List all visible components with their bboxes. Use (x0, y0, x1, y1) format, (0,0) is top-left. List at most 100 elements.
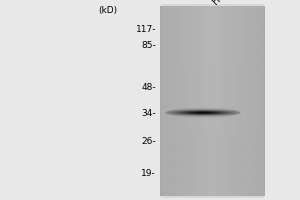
Bar (160, 104, 264, 107)
Bar (262, 6, 264, 196)
Bar (256, 6, 257, 196)
Bar (160, 30, 264, 33)
Bar (232, 6, 234, 196)
Bar (200, 6, 202, 196)
Text: 85-: 85- (141, 40, 156, 49)
Text: HuvEc: HuvEc (210, 0, 239, 6)
Bar (220, 6, 222, 196)
Bar (160, 20, 264, 24)
Bar (258, 6, 260, 196)
Bar (253, 6, 255, 196)
Bar (206, 6, 208, 196)
Bar (160, 107, 264, 111)
Bar (193, 6, 194, 196)
Bar (260, 6, 261, 196)
Bar (237, 6, 239, 196)
Bar (227, 6, 229, 196)
Bar (214, 6, 215, 196)
Bar (191, 6, 193, 196)
Text: 34-: 34- (141, 108, 156, 117)
Bar (160, 75, 264, 78)
Bar (167, 6, 168, 196)
Bar (204, 6, 206, 196)
Bar (216, 6, 218, 196)
Text: 117-: 117- (136, 24, 156, 33)
Bar (223, 6, 225, 196)
Bar (207, 6, 209, 196)
Bar (242, 6, 244, 196)
Bar (160, 191, 264, 194)
Bar (160, 149, 264, 152)
Bar (229, 6, 231, 196)
Bar (160, 7, 264, 11)
Bar (190, 6, 192, 196)
Bar (165, 6, 167, 196)
Bar (241, 6, 243, 196)
Bar (263, 6, 265, 196)
Bar (163, 6, 164, 196)
Bar (160, 133, 264, 136)
Bar (221, 6, 223, 196)
Bar (160, 117, 264, 120)
Bar (248, 6, 250, 196)
Bar (219, 6, 221, 196)
Bar (238, 6, 240, 196)
Bar (161, 6, 163, 196)
Bar (160, 101, 264, 104)
Bar (160, 68, 264, 72)
Bar (160, 162, 264, 165)
Bar (176, 6, 178, 196)
Bar (160, 14, 264, 17)
Bar (246, 6, 248, 196)
Bar (173, 6, 175, 196)
Text: (kD): (kD) (98, 6, 118, 15)
Bar (244, 6, 246, 196)
Bar (160, 142, 264, 146)
Bar (160, 146, 264, 149)
Bar (164, 6, 166, 196)
Bar (160, 27, 264, 30)
Bar (252, 6, 254, 196)
Bar (160, 120, 264, 124)
Bar (254, 6, 256, 196)
Bar (160, 49, 264, 53)
Bar (170, 6, 172, 196)
Bar (250, 6, 252, 196)
Bar (160, 59, 264, 62)
Bar (240, 6, 242, 196)
Bar (160, 152, 264, 156)
Bar (160, 181, 264, 185)
Bar (228, 6, 230, 196)
Bar (160, 184, 264, 188)
Bar (194, 6, 196, 196)
Bar (181, 6, 183, 196)
Bar (160, 159, 264, 162)
Bar (160, 33, 264, 37)
Bar (179, 6, 182, 196)
Bar (160, 194, 264, 198)
Bar (249, 6, 251, 196)
Bar (160, 78, 264, 82)
Bar (261, 6, 262, 196)
Bar (186, 6, 188, 196)
Bar (160, 10, 264, 14)
Bar (208, 6, 210, 196)
Bar (160, 126, 264, 130)
Bar (183, 6, 185, 196)
Text: 48-: 48- (141, 83, 156, 92)
Bar (160, 17, 264, 20)
Bar (233, 6, 235, 196)
Bar (185, 6, 187, 196)
Bar (160, 188, 264, 191)
Bar (160, 65, 264, 69)
Bar (160, 85, 264, 88)
Bar (198, 6, 200, 196)
Bar (160, 72, 264, 75)
Bar (235, 6, 236, 196)
Bar (160, 114, 264, 117)
Bar (211, 6, 213, 196)
Bar (203, 6, 205, 196)
Bar (178, 6, 180, 196)
Bar (160, 94, 264, 98)
Bar (160, 110, 264, 114)
